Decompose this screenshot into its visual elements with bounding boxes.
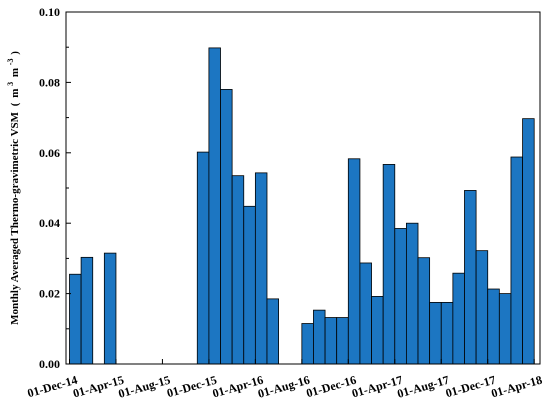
bar-Jan-15 — [80, 256, 94, 365]
x-tick-label: 01-Apr-18 — [490, 373, 544, 401]
bar-Dec-17 — [487, 288, 500, 365]
x-tick-label: 01-Aug-17 — [396, 373, 451, 401]
bar-Jan-16 — [220, 89, 233, 365]
bar-Oct-17 — [464, 190, 477, 365]
bar-May-17 — [405, 222, 419, 365]
bar-Dec-16 — [347, 158, 361, 365]
bar-Mar-16 — [243, 205, 256, 365]
y-axis-unit-m2: m — [9, 68, 21, 77]
x-tick-label: 01-Aug-15 — [117, 373, 172, 401]
bar-Dec-15 — [208, 47, 221, 365]
bar-Nov-15 — [196, 151, 210, 365]
y-axis-title: Monthly Averaged Thermo-gravimetric VSM … — [4, 51, 21, 325]
bar-Apr-17 — [394, 228, 407, 365]
bar-Feb-18 — [510, 156, 523, 365]
bar-Sep-16 — [313, 309, 326, 365]
bar-Dec-14 — [69, 273, 82, 365]
y-tick-label: 0.06 — [39, 146, 60, 160]
y-axis-ticks: 0.00 0.02 0.04 0.06 0.08 0.10 — [39, 5, 71, 371]
y-axis-unit-exp1: 3 — [6, 82, 15, 86]
bar-Jan-18 — [498, 293, 512, 365]
y-tick-label: 0.02 — [39, 287, 60, 301]
y-axis-title-main: Monthly Averaged Thermo-gravimetric VSM — [9, 111, 21, 325]
bar-Mar-18 — [522, 118, 535, 365]
x-axis-ticks: 01-Dec-1401-Apr-1501-Aug-1501-Dec-1501-A… — [26, 359, 544, 401]
bar-Aug-17 — [440, 301, 454, 365]
bar-May-16 — [266, 298, 280, 365]
bar-Feb-16 — [231, 175, 245, 365]
y-tick-label: 0.08 — [39, 75, 60, 89]
y-axis-unit-close: ) — [9, 51, 21, 55]
y-tick-label: 0.00 — [39, 357, 60, 371]
y-axis-unit-exp2: -3 — [6, 59, 15, 66]
bar-Nov-17 — [475, 250, 489, 365]
y-axis-unit-m1: m — [9, 89, 21, 98]
y-tick-label: 0.10 — [39, 5, 60, 19]
bar-Feb-17 — [371, 296, 384, 365]
bar-Aug-16 — [301, 323, 314, 365]
y-tick-label: 0.04 — [39, 216, 60, 230]
bar-Apr-16 — [254, 172, 268, 365]
bar-Oct-16 — [324, 317, 338, 365]
bar-Jul-17 — [429, 301, 442, 365]
bar-Nov-16 — [336, 317, 349, 365]
bar-Jan-17 — [359, 262, 372, 365]
x-tick-label: 01-Aug-16 — [256, 373, 311, 401]
bar-Mar-15 — [103, 252, 117, 365]
bars-group — [69, 47, 535, 365]
y-axis-unit-open: ( — [9, 102, 21, 106]
bar-Jun-17 — [417, 257, 431, 365]
bar-Sep-17 — [452, 272, 465, 365]
bar-Mar-17 — [382, 164, 396, 365]
